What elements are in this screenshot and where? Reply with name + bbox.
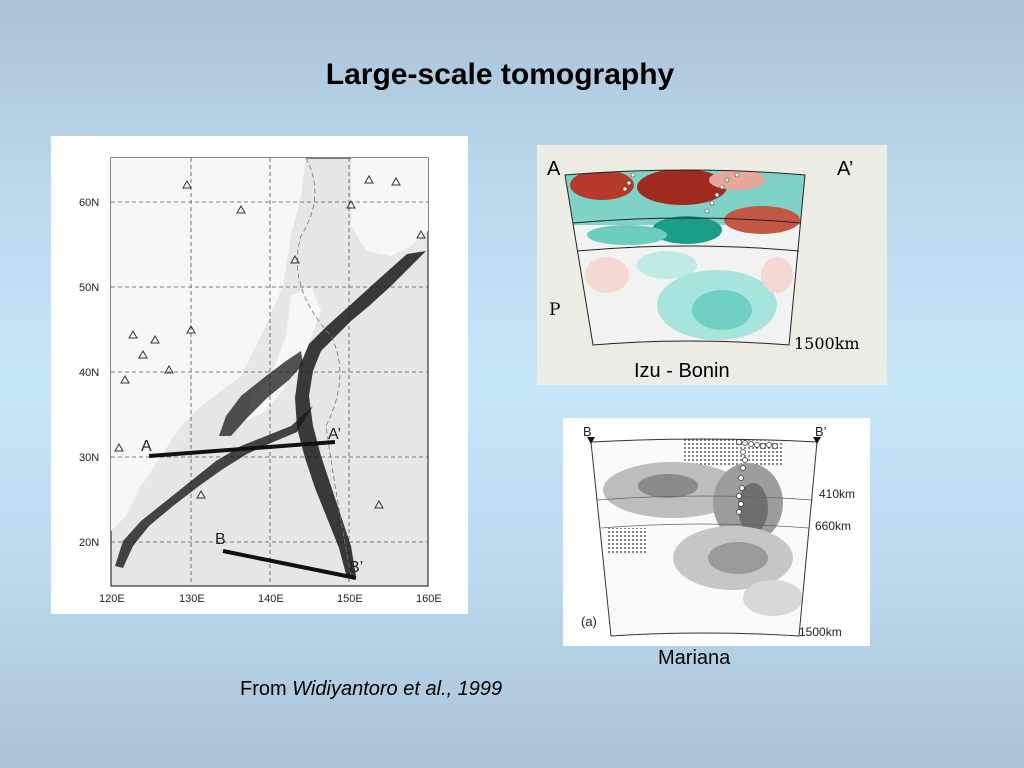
- profile-a-start-label: A: [141, 438, 152, 455]
- mariana-left-label: B: [583, 424, 592, 439]
- seismicity-map-svg: A A’ B B’ 60N 50N 40N 30N 20N 120E 130E …: [51, 136, 468, 614]
- mariana-section-svg: B B’ 410km 660km 1500km (a): [563, 418, 870, 646]
- section-outline: [564, 169, 806, 346]
- mariana-panel: B B’ 410km 660km 1500km (a): [563, 418, 870, 646]
- profile-b-end-label: B’: [349, 559, 363, 576]
- mariana-depth-660: 660km: [815, 519, 851, 533]
- profile-a-end-label: A’: [328, 426, 341, 443]
- citation: From Widiyantoro et al., 1999: [240, 678, 502, 701]
- lat-label-60n: 60N: [79, 197, 99, 209]
- mariana-panel-tag: (a): [581, 614, 597, 629]
- citation-prefix: From: [240, 678, 287, 700]
- lon-label-150e: 150E: [337, 593, 363, 605]
- boundary-410: [572, 217, 802, 224]
- lat-label-50n: 50N: [79, 282, 99, 294]
- izu-bonin-section-svg: A A’ P 1500km: [537, 145, 887, 385]
- hypocenter-dots: [736, 439, 778, 515]
- seismicity-map: A A’ B B’ 60N 50N 40N 30N 20N 120E 130E …: [51, 136, 468, 614]
- boundary-660: [600, 523, 810, 529]
- lat-label-30n: 30N: [79, 452, 99, 464]
- izu-right-label: A’: [837, 158, 853, 180]
- profile-b-start-label: B: [215, 531, 226, 548]
- right-marker: [813, 437, 821, 444]
- izu-bonin-caption: Izu - Bonin: [634, 360, 730, 382]
- slide-title: Large-scale tomography: [325, 58, 675, 91]
- citation-authors: Widiyantoro et al., 1999: [292, 678, 503, 700]
- boundary-660: [576, 245, 800, 252]
- profile-line-b: [222, 549, 357, 580]
- mariana-caption: Mariana: [658, 647, 731, 669]
- profile-line-a: [148, 440, 336, 458]
- map-grid: [111, 158, 428, 586]
- mariana-depth-bottom: 1500km: [799, 625, 842, 639]
- boundary-410: [596, 495, 814, 501]
- station-markers: [114, 174, 426, 509]
- lat-label-20n: 20N: [79, 537, 99, 549]
- izu-depth-label: 1500km: [794, 334, 860, 353]
- hypocenter-dots: [622, 172, 740, 214]
- asia-landmass: [111, 158, 306, 531]
- left-marker: [587, 437, 595, 444]
- lon-label-160e: 160E: [416, 593, 442, 605]
- izu-left-label: A: [547, 158, 561, 180]
- mariana-right-label: B’: [815, 424, 827, 439]
- mariana-depth-410: 410km: [819, 487, 855, 501]
- izu-wave-label: P: [549, 300, 560, 320]
- lon-label-140e: 140E: [258, 593, 284, 605]
- trench-line: [296, 157, 352, 577]
- izu-bonin-panel: A A’ P 1500km: [537, 145, 887, 385]
- lon-label-130e: 130E: [179, 593, 205, 605]
- lon-label-120e: 120E: [99, 593, 125, 605]
- lat-label-40n: 40N: [79, 367, 99, 379]
